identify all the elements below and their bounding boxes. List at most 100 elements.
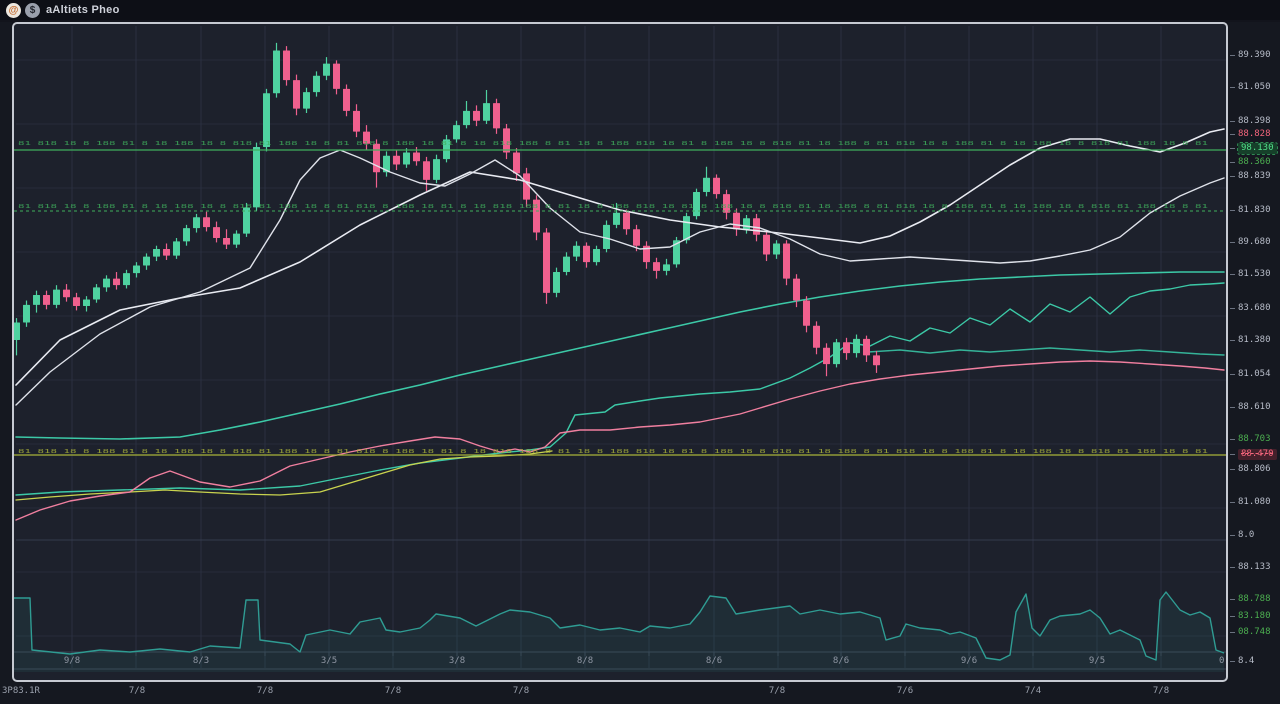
candle-body-down: [713, 177, 720, 195]
price-axis-label: 83.180: [1230, 611, 1271, 621]
price-axis-label: 08.748: [1230, 627, 1271, 637]
level-olive-microtext: 81 818 18 8 188 81 8 18 188 18 8 818 81 …: [18, 449, 1208, 455]
candle-body-up: [673, 240, 680, 265]
candle-body-down: [843, 342, 850, 354]
candle-body-up: [233, 233, 240, 245]
price-axis-label: 88.828: [1230, 129, 1271, 139]
candle-body-up: [23, 304, 30, 323]
inner-date-label: 8/8: [577, 656, 593, 666]
candle-body-down: [623, 212, 630, 230]
candle-body-up: [603, 224, 610, 249]
candle-body-down: [343, 88, 350, 111]
candle-body-up: [833, 342, 840, 365]
candle-body-down: [283, 50, 290, 81]
time-axis-label: 7/8: [512, 686, 530, 696]
price-axis-label: 88.703: [1230, 434, 1271, 444]
time-axis-label: 7/8: [384, 686, 402, 696]
candle-body-down: [533, 199, 540, 233]
candle-body-down: [393, 155, 400, 165]
ma-teal-low: [867, 347, 1225, 356]
candle-body-up: [93, 287, 100, 300]
candle-body-down: [213, 227, 220, 239]
currency-icon[interactable]: $: [25, 2, 40, 18]
candle-body-up: [193, 217, 200, 229]
inner-corner-label: 0: [1219, 656, 1224, 666]
time-axis-origin-label: 3P83.1R: [2, 686, 40, 696]
price-axis[interactable]: 89.390 81.050 88.398 88.828 98.130 88.360 88.8…: [1229, 22, 1280, 682]
price-axis-label: 81.380: [1230, 335, 1271, 345]
chart-panel[interactable]: 81 818 18 8 188 81 8 18 188 18 8 818 81 …: [12, 22, 1228, 682]
candle-body-down: [763, 234, 770, 255]
lower-pane-step: [14, 591, 1225, 661]
app-logo-icon[interactable]: @: [6, 2, 21, 18]
candle-body-down: [823, 347, 830, 365]
candle-body-down: [583, 245, 590, 263]
ma-white-slow: [15, 128, 1225, 386]
price-axis-label: 81.050: [1230, 82, 1271, 92]
candle-body-up: [573, 245, 580, 257]
price-axis-label: 88.806: [1230, 464, 1271, 474]
candle-body-up: [123, 273, 130, 286]
ma-teal-mid: [15, 282, 1225, 496]
inner-date-label: 8/6: [706, 656, 722, 666]
ma-pink: [15, 360, 1225, 521]
price-axis-label: 8.0: [1229, 530, 1255, 540]
candle-body-down: [873, 355, 880, 366]
time-axis-label: 7/8: [768, 686, 786, 696]
candle-body-up: [703, 177, 710, 192]
time-axis-label: 7/8: [256, 686, 274, 696]
candle-body-down: [73, 297, 80, 307]
time-axis-label: 7/8: [128, 686, 146, 696]
candle-body-up: [53, 289, 60, 305]
candle-body-up: [183, 228, 190, 242]
candle-body-down: [223, 238, 230, 245]
candle-body-up: [313, 75, 320, 93]
candle-body-down: [203, 217, 210, 228]
price-axis-label: 88.133: [1230, 562, 1271, 572]
price-axis-label: 88.610: [1230, 402, 1271, 412]
candle-body-down: [643, 245, 650, 263]
price-axis-label: 88.398: [1230, 116, 1271, 126]
time-axis[interactable]: 3P83.1R 7/8 7/8 7/8 7/8 7/8 7/6 7/4 7/8: [0, 682, 1280, 704]
price-tag-green[interactable]: 98.130: [1230, 142, 1278, 155]
price-axis-label: 89.390: [1230, 50, 1271, 60]
price-axis-label: 83.680: [1230, 303, 1271, 313]
candle-body-up: [173, 241, 180, 256]
price-tag-red[interactable]: 88.470: [1230, 449, 1277, 460]
candle-body-up: [103, 278, 110, 288]
candle-body-down: [653, 262, 660, 271]
candle-body-down: [783, 243, 790, 279]
candle-body-down: [293, 80, 300, 109]
price-axis-label: 8.4: [1229, 656, 1255, 666]
window-titlebar: @ $ aAltiets Pheo: [0, 0, 1280, 20]
candle-body-down: [543, 232, 550, 293]
candle-body-up: [463, 110, 470, 126]
candle-body-down: [793, 278, 800, 301]
level-green-solid-microtext: 81 818 18 8 188 81 8 18 188 18 8 818 81 …: [18, 141, 1208, 147]
candle-body-up: [253, 147, 260, 208]
candlestick-chart[interactable]: 81 818 18 8 188 81 8 18 188 18 8 818 81 …: [14, 24, 1226, 680]
candle-body-down: [413, 152, 420, 162]
candle-body-up: [773, 243, 780, 255]
candle-body-up: [383, 155, 390, 173]
candle-body-up: [613, 212, 620, 225]
candle-body-up: [143, 256, 150, 266]
inner-date-label: 8/3: [193, 656, 209, 666]
level-green-dashed-microtext: 81 818 18 8 188 81 8 18 188 18 8 818 81 …: [18, 204, 1208, 210]
candle-body-down: [63, 289, 70, 298]
candle-body-down: [523, 173, 530, 200]
candle-body-down: [423, 161, 430, 180]
candle-body-down: [733, 212, 740, 230]
price-axis-label: 81.830: [1230, 205, 1271, 215]
candle-body-up: [443, 139, 450, 160]
price-axis-label: 88.360: [1230, 157, 1271, 167]
candle-body-down: [373, 143, 380, 173]
price-axis-label: 81.080: [1230, 497, 1271, 507]
candle-body-up: [133, 265, 140, 274]
candle-body-up: [663, 264, 670, 271]
candle-body-down: [723, 194, 730, 213]
candle-body-up: [553, 272, 560, 293]
candle-body-down: [863, 338, 870, 356]
candle-body-up: [683, 216, 690, 241]
candle-body-down: [353, 110, 360, 132]
